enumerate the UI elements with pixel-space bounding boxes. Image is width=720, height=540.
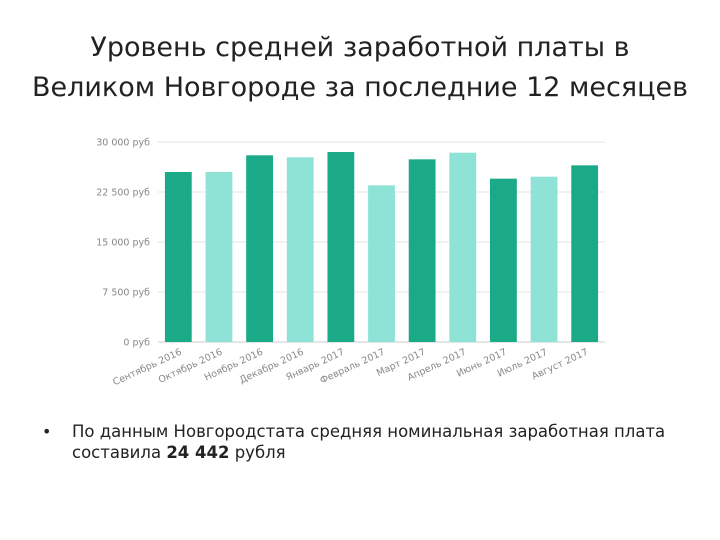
bar: [449, 152, 477, 342]
slide-title: Уровень средней заработной платы в Велик…: [20, 28, 700, 108]
bar: [246, 155, 274, 342]
y-tick-label: 30 000 руб: [96, 138, 150, 149]
bar: [571, 165, 599, 342]
salary-value: 24 442: [166, 443, 230, 462]
y-tick-label: 7 500 руб: [102, 288, 150, 299]
y-tick-label: 22 500 руб: [96, 188, 150, 199]
salary-bar-chart: 0 руб 7 500 руб 15 000 руб 22 500 руб 30 000…: [96, 138, 605, 388]
bar: [327, 152, 355, 342]
bar: [408, 159, 436, 342]
bullet-text-before: По данным Новгородстата средняя номиналь…: [72, 422, 666, 462]
bar: [164, 172, 192, 342]
bar: [286, 157, 314, 342]
bullet-text-after: рубля: [229, 443, 286, 462]
bar: [368, 185, 395, 342]
bullet-point: • По данным Новгородстата средняя номина…: [42, 421, 682, 463]
bar: [530, 176, 558, 342]
y-tick-label: 15 000 руб: [96, 238, 150, 249]
y-tick-label: 0 руб: [123, 338, 150, 349]
bar: [205, 172, 233, 342]
bullet-dot-icon: •: [42, 422, 52, 441]
bullet-text: По данным Новгородстата средняя номиналь…: [42, 421, 682, 463]
slide-title-line-2: Великом Новгороде за последние 12 месяце…: [31, 72, 688, 103]
bar: [489, 178, 517, 342]
slide-title-line-1: Уровень средней заработной платы в: [90, 32, 630, 63]
